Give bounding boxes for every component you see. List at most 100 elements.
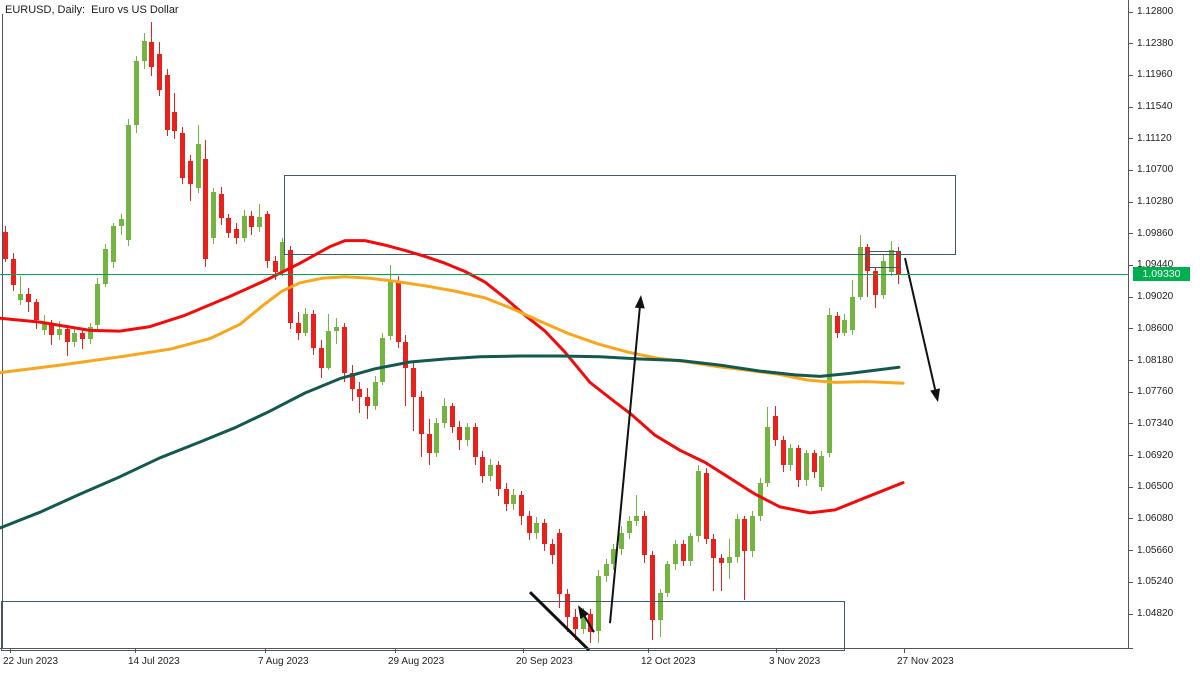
candle-body [534,523,540,533]
lower-support-zone[interactable] [1,601,845,652]
candle-body [388,279,393,337]
price-tick [1128,518,1133,520]
price-axis-label: 1.07340 [1137,417,1174,429]
candle-body [765,426,771,484]
candle-body [110,226,116,263]
price-tick [1128,11,1133,13]
candle-body [318,347,324,369]
candle-body [95,283,101,326]
candle-body [64,328,70,342]
recent-high-box[interactable] [866,251,901,269]
price-axis-label: 1.12800 [1137,6,1174,17]
candle-body [133,61,139,126]
candle-body [341,327,347,374]
time-tick [135,648,136,653]
price-tick [1128,550,1133,552]
price-axis-label: 1.05660 [1137,544,1174,556]
candle-body [834,316,840,333]
price-axis-label: 1.06920 [1137,449,1174,461]
price-axis-label: 1.09440 [1137,259,1174,271]
candle-body [773,415,778,441]
candle-body [349,373,355,390]
candle-wick [636,494,638,527]
candle-body [234,228,239,239]
price-axis-line [1128,0,1129,649]
candle-wick [713,534,715,591]
price-tick [1128,264,1133,266]
price-tick [1128,360,1133,362]
candle-body [619,532,624,550]
time-tick [904,648,905,653]
price-axis-label: 1.09860 [1137,227,1174,239]
candle-body [141,40,147,62]
candle-body [210,191,216,239]
candle-body [395,282,401,342]
candle-body [595,576,601,631]
price-axis-label: 1.06500 [1137,481,1174,493]
candle-body [195,144,201,188]
candle-body [380,337,386,382]
candle-body [403,341,409,369]
candle-body [657,592,663,621]
candle-body [103,248,109,284]
candle-body [549,543,555,556]
candle-body [434,423,440,454]
candle-body [364,396,370,406]
candle-body [465,426,470,441]
time-axis-label: 20 Sep 2023 [516,656,573,667]
candle-body [49,324,55,335]
price-tick [1128,486,1133,488]
time-tick [265,648,266,653]
candle-body [511,494,517,504]
price-tick [1128,74,1133,76]
price-tick [1128,296,1133,298]
price-tick [1128,613,1133,615]
candle-body [10,259,16,286]
candle-body [80,332,85,339]
candle-body [126,125,132,240]
candle-body [796,448,802,480]
upper-resistance-zone[interactable] [284,175,956,256]
candle-body [503,488,509,504]
price-tick [1128,455,1133,457]
candle-body [488,464,494,476]
price-axis-label: 1.10700 [1137,164,1174,176]
candle-body [557,532,563,595]
time-axis-label: 29 Aug 2023 [388,656,445,667]
current-price-line[interactable] [0,273,1128,275]
candle-body [688,536,694,562]
candle-body [742,518,748,552]
candle-body [711,538,717,559]
candle-body [180,132,186,178]
candle-body [118,219,124,227]
candle-body [295,322,301,333]
candle-body [33,302,39,320]
candle-body [264,214,270,261]
candle-body [241,215,247,239]
candle-body [626,521,632,533]
candle-body [287,249,293,323]
price-axis-label: 1.04820 [1137,608,1174,619]
price-axis-label: 1.05240 [1137,576,1174,588]
candle-body [372,381,378,406]
candle-body [411,368,417,397]
candle-body [703,472,709,539]
candle-body [603,564,609,577]
candle-body [472,426,478,458]
candle-wick [20,276,22,305]
candle-body [72,332,78,342]
price-axis-label: 1.08180 [1137,354,1174,366]
price-axis-label: 1.11540 [1137,101,1173,113]
chart-plot-area[interactable] [0,0,1128,652]
candle-body [842,319,848,333]
time-tick [776,648,777,653]
chart-title: EURUSD, Daily: Euro vs US Dollar [5,4,179,16]
candle-body [87,327,93,339]
time-axis-label: 14 Jul 2023 [128,656,180,667]
candle-body [334,327,340,332]
candle-body [164,75,170,131]
price-tick [1128,391,1133,393]
candle-wick [744,515,746,601]
price-tick [1128,106,1133,108]
